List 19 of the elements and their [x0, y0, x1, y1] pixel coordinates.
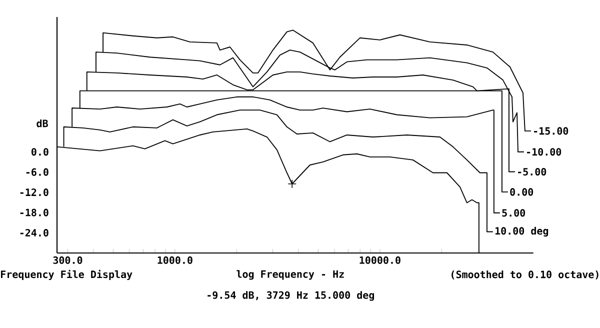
x-tick-label: 300.0 [53, 256, 82, 264]
text: Frequency File Display [1, 270, 132, 280]
y-tick-label: -6.0 [26, 168, 48, 176]
series-label: 5.00 [502, 209, 526, 217]
text: (Smoothed to 0.10 octave) [452, 270, 598, 280]
y-tick-label: -18.0 [20, 208, 48, 216]
x-tick-label: 10000.0 [360, 256, 400, 264]
series-label: -10.00 [527, 148, 562, 156]
y-axis-title: dB [36, 119, 48, 128]
series-label: -5.00 [518, 168, 546, 176]
series-label: -15.00 [534, 127, 568, 135]
y-tick-label: 0.0 [32, 148, 48, 156]
y-tick-label: -24.0 [20, 228, 48, 237]
x-axis-title: log Frequency - Hz [236, 270, 344, 280]
x-tick-label: 1000.0 [158, 256, 192, 264]
y-tick-label: -12.0 [20, 188, 48, 196]
text: -9.54 dB, 3729 Hz 15.000 deg [208, 291, 374, 301]
series-label: 0.00 [510, 188, 534, 196]
series-label: 10.00 deg [495, 226, 548, 237]
